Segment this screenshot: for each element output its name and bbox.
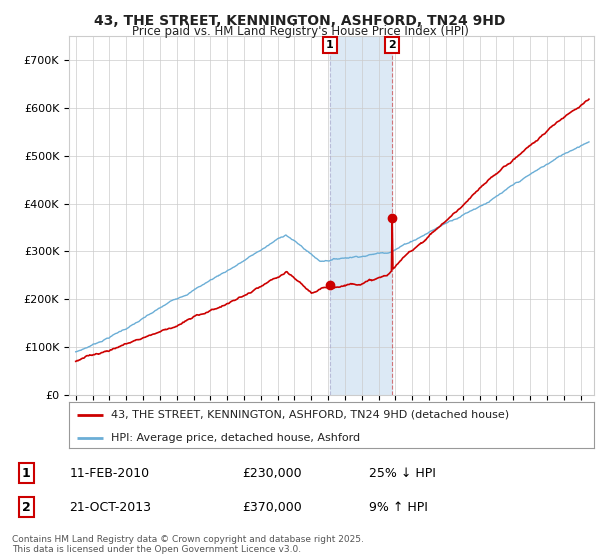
- Text: 1: 1: [326, 40, 334, 50]
- Text: 25% ↓ HPI: 25% ↓ HPI: [369, 466, 436, 479]
- Text: HPI: Average price, detached house, Ashford: HPI: Average price, detached house, Ashf…: [111, 433, 360, 443]
- Text: Price paid vs. HM Land Registry's House Price Index (HPI): Price paid vs. HM Land Registry's House …: [131, 25, 469, 38]
- Bar: [330, 36, 392, 395]
- Text: Contains HM Land Registry data © Crown copyright and database right 2025.
This d: Contains HM Land Registry data © Crown c…: [12, 535, 364, 554]
- Text: 43, THE STREET, KENNINGTON, ASHFORD, TN24 9HD (detached house): 43, THE STREET, KENNINGTON, ASHFORD, TN2…: [111, 410, 509, 420]
- Text: 1: 1: [22, 466, 31, 479]
- Text: 2: 2: [388, 40, 396, 50]
- Text: 9% ↑ HPI: 9% ↑ HPI: [369, 501, 428, 514]
- Text: 21-OCT-2013: 21-OCT-2013: [70, 501, 152, 514]
- Text: £370,000: £370,000: [242, 501, 302, 514]
- Text: 11-FEB-2010: 11-FEB-2010: [70, 466, 150, 479]
- Text: 43, THE STREET, KENNINGTON, ASHFORD, TN24 9HD: 43, THE STREET, KENNINGTON, ASHFORD, TN2…: [94, 14, 506, 28]
- Text: 2: 2: [22, 501, 31, 514]
- Text: £230,000: £230,000: [242, 466, 302, 479]
